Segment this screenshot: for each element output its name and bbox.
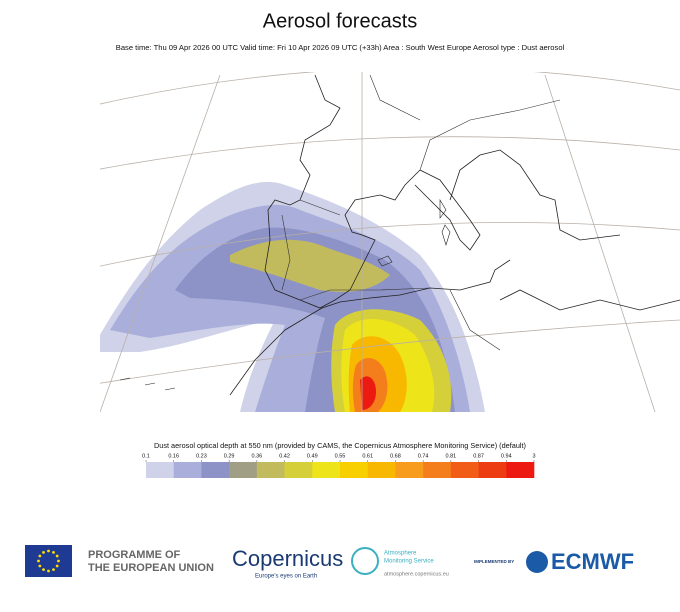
implemented-by: IMPLEMENTED BY [474,559,514,564]
copernicus-tagline: Europe's eyes on Earth [255,574,317,580]
legend-label: Dust aerosol optical depth at 550 nm (pr… [154,441,526,450]
eu-star [52,568,55,572]
colorbar-tick-label: 0.81 [445,453,456,459]
colorbar-tick-label: 0.55 [335,453,346,459]
eu-stars [37,549,60,573]
colorbar-box [284,462,313,478]
eu-star [42,550,45,554]
colorbar-tick-label: 0.49 [307,453,318,459]
dust-plume [360,376,376,410]
cams-text: Monitoring Service [384,559,434,565]
graticule [100,72,680,412]
ecmwf-text: ECMWF [551,549,634,574]
eu-star [38,564,42,568]
colorbar-tick-label: 0.23 [196,453,207,459]
eu-star [55,564,59,568]
colorbar-box [506,462,535,478]
eu-star [47,549,50,553]
subtitle: Base time: Thu 09 Apr 2026 00 UTC Valid … [116,43,565,52]
dust-plume [230,239,390,292]
colorbar-box [173,462,202,478]
colorbar-box [367,462,396,478]
colorbar-tick-label: 0.61 [362,453,373,459]
eu-star [38,554,42,558]
cams-url: atmosphere.copernicus.eu [384,571,449,577]
borders [281,74,561,351]
colorbar-box [229,462,258,478]
colorbar-tick-label: 0.29 [224,453,235,459]
cams-icon [351,547,379,575]
colorbar-box [146,462,175,478]
map [100,72,680,412]
colorbar-box [312,462,341,478]
copernicus-text: Copernicus [232,546,343,571]
ecmwf-icon [526,551,548,573]
colorbar-box [201,462,230,478]
cams-text: Atmosphere [384,551,417,557]
eu-star [42,568,45,572]
colorbar-tick-label: 0.16 [168,453,179,459]
colorbar-tick-label: 0.1 [142,453,150,459]
colorbar: 0.1 0.16 0.23 0.29 0.36 0.42 0.49 0.55 0.61 0.68 0… [142,453,536,478]
colorbar-box [478,462,507,478]
eu-star [47,569,50,573]
ecmwf-logo: IMPLEMENTED BY ECMWF [474,549,634,574]
eu-text: PROGRAMME OF [88,549,181,561]
colorbar-box [340,462,369,478]
eu-text: THE EUROPEAN UNION [88,562,214,574]
eu-star [52,550,55,554]
colorbar-box [423,462,452,478]
cams-logo: Atmosphere Monitoring Service atmosphere… [351,547,449,577]
colorbar-tick-label: 3 [532,453,535,459]
eu-star [55,554,59,558]
title: Aerosol forecasts [263,10,418,32]
islands [119,198,451,391]
colorbar-tick-label: 0.94 [501,453,512,459]
eu-star [57,559,60,563]
colorbar-tick-label: 0.68 [390,453,401,459]
colorbar-box [395,462,424,478]
eu-logo: PROGRAMME OF THE EUROPEAN UNION [25,545,214,577]
colorbar-box [256,462,285,478]
eu-star [37,559,40,563]
colorbar-tick-label: 0.42 [279,453,290,459]
colorbar-box [450,462,479,478]
colorbar-tick-label: 0.74 [418,453,429,459]
colorbar-tick-label: 0.87 [473,453,484,459]
colorbar-tick-label: 0.36 [251,453,262,459]
copernicus-logo: Copernicus Europe's eyes on Earth [232,546,343,580]
